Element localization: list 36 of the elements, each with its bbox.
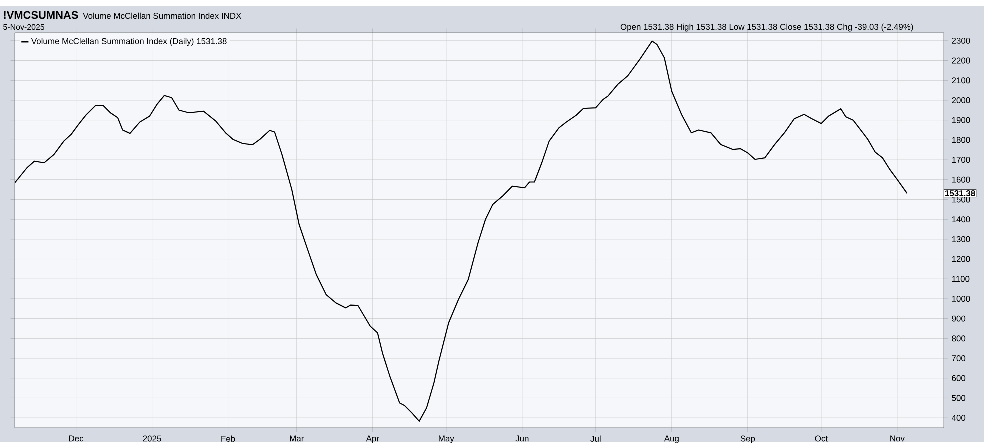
text: Open 1531.38 High 1531.38 Low 1531.38 Close 1531.38 Chg -39.03 (-2.49%)	[620, 24, 914, 32]
chart-subtitle: Volume McClellan Summation Index INDX	[83, 12, 242, 20]
y-tick-label: 600	[952, 376, 966, 382]
y-tick-label: 500	[952, 395, 966, 402]
y-tick-label: 1000	[952, 296, 970, 302]
x-tick-label: May	[439, 436, 454, 444]
y-tick-label: 900	[952, 316, 966, 322]
x-tick-label: 2025	[143, 436, 162, 442]
x-tick-label: Feb	[222, 436, 236, 442]
y-tick-label: 2200	[952, 58, 970, 64]
y-tick-label: 1400	[952, 216, 970, 223]
y-tick-label: 2100	[952, 78, 970, 84]
x-tick-label: Sep	[740, 436, 756, 444]
y-tick-label: 2300	[952, 38, 970, 44]
x-tick-label: Aug	[664, 436, 679, 444]
y-tick-label: 1800	[952, 137, 970, 144]
x-tick-label: Mar	[290, 436, 304, 442]
y-tick-label: 1200	[952, 256, 970, 262]
x-tick-label: Oct	[815, 436, 828, 442]
y-tick-label: 1900	[952, 117, 970, 124]
chart-title: !VMCSUMNAS	[4, 11, 78, 20]
y-tick-label: 2000	[952, 98, 970, 104]
x-tick-label: Nov	[890, 436, 905, 442]
x-tick-label: Jun	[516, 436, 529, 442]
x-tick-label: Jul	[590, 436, 601, 442]
x-tick-label: Dec	[69, 436, 84, 442]
y-tick-label: 1600	[952, 177, 970, 183]
y-tick-label: 1100	[952, 276, 970, 282]
y-tick-label: 400	[952, 415, 966, 422]
y-tick-label: 700	[952, 356, 966, 362]
text: 1531.38	[946, 190, 976, 197]
y-tick-label: 1300	[952, 236, 970, 243]
y-tick-label: 800	[952, 336, 966, 342]
x-tick-label: Apr	[366, 436, 380, 444]
y-tick-label: 1700	[952, 157, 970, 164]
legend-label: Volume McClellan Summation Index (Daily) 1531.38	[31, 38, 227, 46]
